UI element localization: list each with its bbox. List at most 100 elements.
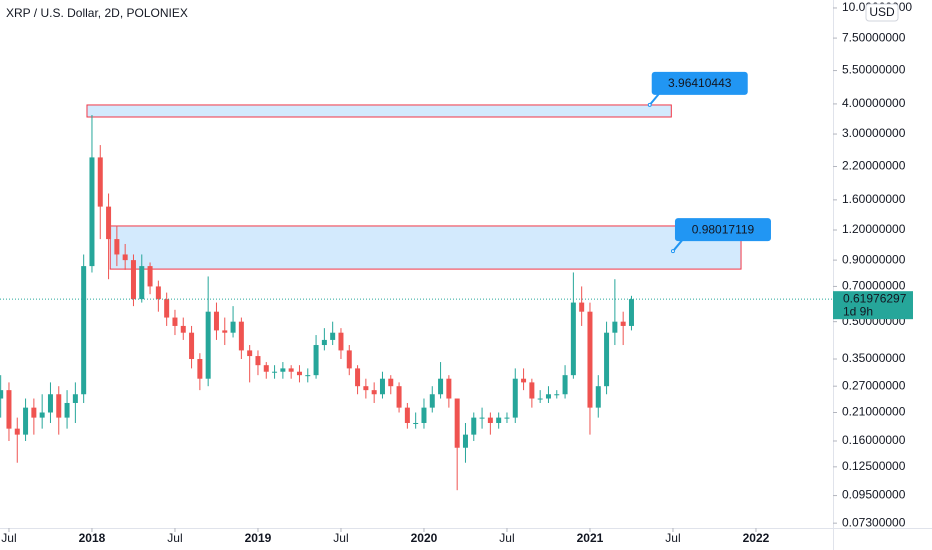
candle-body	[545, 394, 551, 399]
chart-title: XRP / U.S. Dollar, 2D, POLONIEX	[6, 6, 188, 20]
currency-badge[interactable]	[865, 3, 899, 22]
candle-body	[612, 321, 618, 333]
y-tick-label: 0.09500000	[842, 488, 906, 502]
x-tick-label: 2021	[577, 531, 604, 545]
candle-body	[296, 371, 302, 376]
candle-body	[280, 368, 286, 372]
y-tick-label: 0.21000000	[842, 405, 906, 419]
candle-body	[421, 407, 427, 423]
x-tick-label: 2019	[245, 531, 272, 545]
candle-body	[14, 428, 20, 435]
candle-body	[371, 390, 377, 395]
candle-body	[172, 317, 178, 326]
callout-anchor	[647, 102, 652, 107]
candle-body	[147, 266, 153, 287]
candle-body	[230, 321, 236, 333]
candle-body	[6, 390, 12, 429]
candle-body	[97, 157, 103, 207]
candle-body	[504, 417, 510, 419]
y-tick-label: 4.00000000	[842, 96, 906, 110]
x-tick-label: 2022	[743, 531, 770, 545]
candle-body	[139, 266, 145, 300]
candle-body	[462, 434, 468, 448]
candle-body	[197, 359, 203, 379]
callout-box	[674, 218, 771, 242]
y-tick-label: 3.00000000	[842, 126, 906, 140]
candle-body	[404, 407, 410, 423]
candle-body	[81, 266, 87, 395]
y-tick-label: 0.35000000	[842, 351, 906, 365]
y-tick-label: 0.90000000	[842, 252, 906, 266]
candle-body	[238, 321, 244, 351]
candle-body	[222, 330, 228, 333]
candle-body	[388, 378, 394, 387]
candle-body	[64, 402, 70, 418]
y-tick-label: 2.20000000	[842, 159, 906, 173]
candle-body	[205, 311, 211, 379]
candle-body	[446, 378, 452, 399]
y-tick-label: 0.70000000	[842, 279, 906, 293]
candle-body	[554, 394, 560, 396]
candle-body	[487, 417, 493, 423]
x-tick-label: 2018	[79, 531, 106, 545]
candle-body	[429, 394, 435, 408]
candle-body	[570, 302, 576, 376]
candle-body	[454, 398, 460, 448]
candle-body	[164, 299, 170, 318]
candle-body	[595, 386, 601, 408]
candle-body	[313, 345, 319, 376]
candle-body	[438, 378, 444, 395]
price-zone	[86, 104, 672, 118]
candle-body	[247, 350, 253, 357]
candle-body	[288, 368, 294, 372]
candle-body	[330, 332, 336, 340]
candle-body	[579, 302, 585, 312]
callout-label: 3.96410443	[668, 76, 732, 90]
callout-label: 0.98017119	[692, 222, 755, 236]
y-tick-label: 0.12500000	[842, 459, 906, 473]
x-tick-label: Jul	[1, 531, 16, 545]
x-tick-label: Jul	[167, 531, 182, 545]
candle-body	[512, 378, 518, 418]
candle-body	[496, 417, 502, 423]
candle-body	[471, 417, 477, 435]
candle-body	[604, 332, 610, 387]
currency-label: USD	[869, 5, 895, 19]
candle-body	[122, 254, 128, 261]
x-tick-label: Jul	[665, 531, 680, 545]
y-tick-label: 7.50000000	[842, 30, 906, 44]
candle-body	[355, 368, 361, 387]
candle-body	[130, 260, 136, 300]
candle-body	[396, 386, 402, 408]
last-price-label: 0.61976297	[843, 291, 907, 305]
candle-body	[189, 332, 195, 360]
candle-body	[272, 371, 278, 373]
candle-body	[180, 325, 186, 333]
candle-body	[529, 382, 535, 399]
candle-body	[479, 417, 485, 419]
countdown-label: 1d 9h	[843, 304, 873, 318]
candle-body	[413, 422, 419, 424]
candle-body	[321, 339, 327, 346]
candle-body	[338, 332, 344, 351]
candle-body	[628, 299, 634, 326]
callout-anchor	[670, 249, 675, 254]
candle-body	[213, 311, 219, 331]
candle-body	[72, 394, 78, 403]
candle-body	[263, 365, 269, 372]
candle-body	[521, 378, 527, 383]
candle-body	[620, 321, 626, 326]
candle-body	[363, 386, 369, 391]
y-tick-label: 0.27000000	[842, 378, 906, 392]
candle-body	[39, 412, 45, 418]
candle-body	[379, 378, 385, 395]
candle-body	[89, 157, 95, 267]
callout-box	[651, 71, 748, 95]
candle-body	[346, 350, 352, 369]
candle-body	[255, 356, 261, 366]
candle-body	[562, 375, 568, 395]
candle-body	[31, 407, 37, 418]
candle-body	[305, 375, 311, 377]
